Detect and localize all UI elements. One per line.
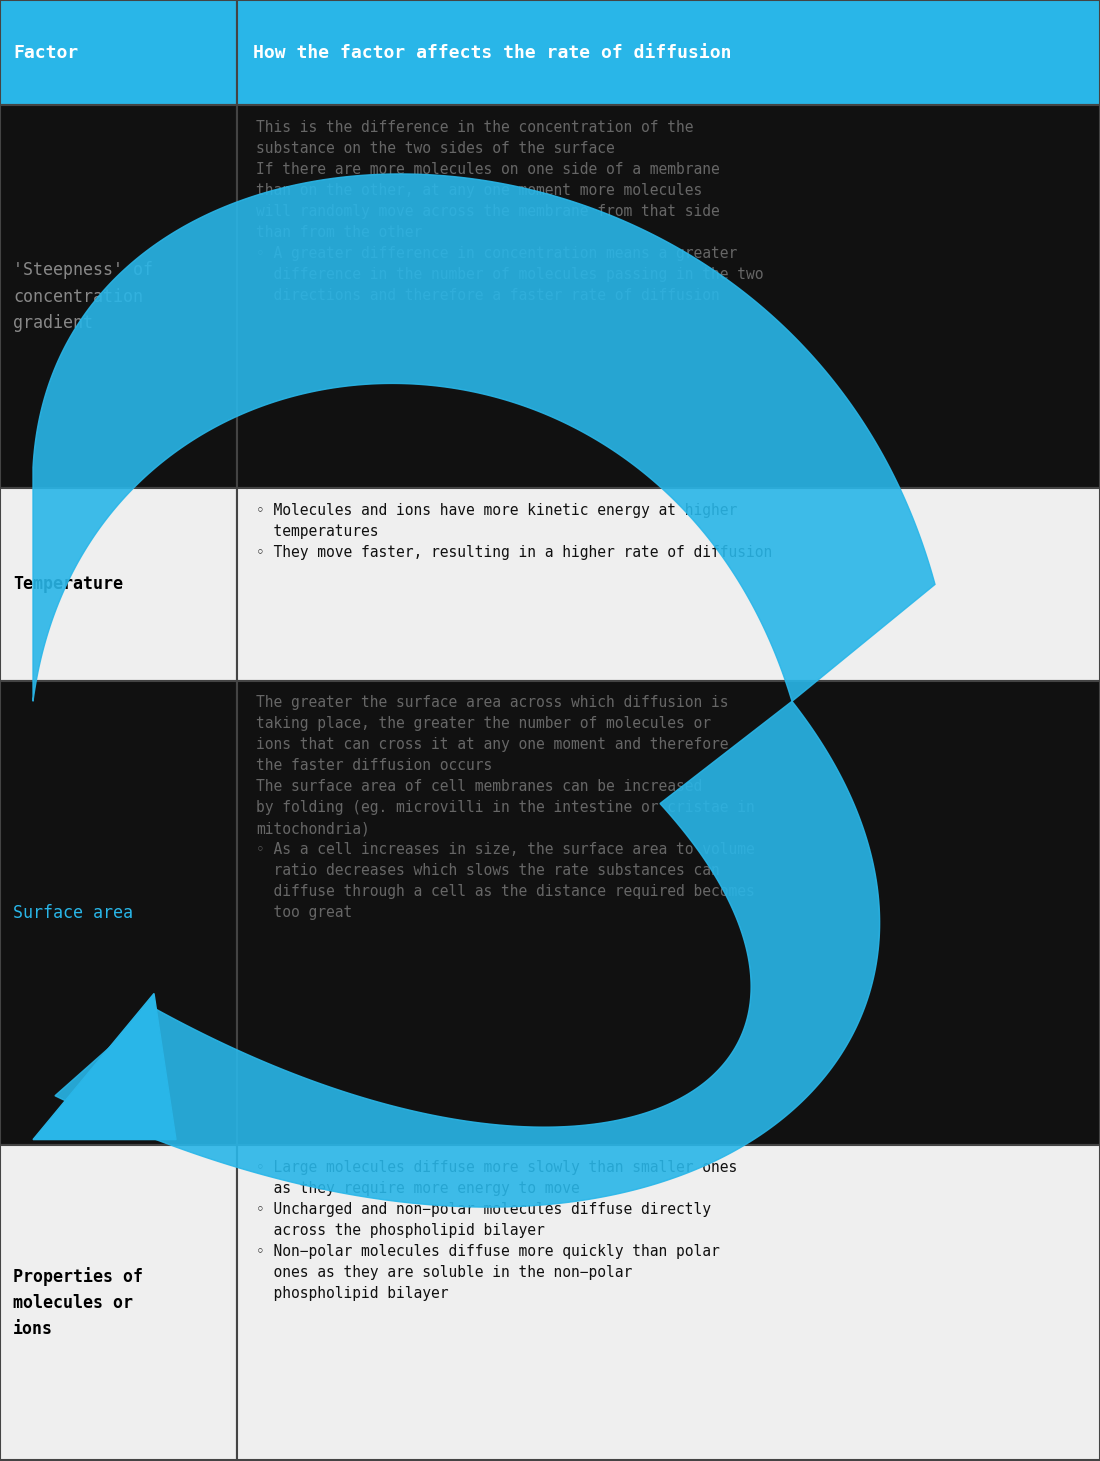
Text: 'Steepness' of
concentration
gradient: 'Steepness' of concentration gradient [13, 262, 153, 332]
Bar [236, 681, 1100, 1145]
Bar [236, 105, 1100, 488]
Text: ◦ Molecules and ions have more kinetic energy at higher
  temperatures
◦ They mo: ◦ Molecules and ions have more kinetic e… [256, 503, 772, 560]
Text: Temperature: Temperature [13, 576, 123, 593]
Text: Properties of
molecules or
ions: Properties of molecules or ions [13, 1267, 143, 1338]
Bar [236, 0, 1100, 105]
Bar [0, 105, 236, 488]
Text: Surface area: Surface area [13, 904, 133, 922]
Text: ◦ Large molecules diffuse more slowly than smaller ones
  as they require more e: ◦ Large molecules diffuse more slowly th… [256, 1160, 737, 1302]
Bar [0, 488, 236, 681]
Polygon shape [33, 174, 935, 701]
Polygon shape [33, 993, 176, 1140]
Bar [236, 488, 1100, 681]
Bar [0, 1145, 236, 1460]
Bar [236, 1145, 1100, 1460]
Text: Factor: Factor [13, 44, 78, 61]
Bar [0, 0, 236, 105]
Text: This is the difference in the concentration of the
substance on the two sides of: This is the difference in the concentrat… [256, 120, 763, 302]
Text: How the factor affects the rate of diffusion: How the factor affects the rate of diffu… [253, 44, 732, 61]
Text: The greater the surface area across which diffusion is
taking place, the greater: The greater the surface area across whic… [256, 695, 755, 920]
Bar [0, 681, 236, 1145]
Polygon shape [55, 701, 880, 1207]
